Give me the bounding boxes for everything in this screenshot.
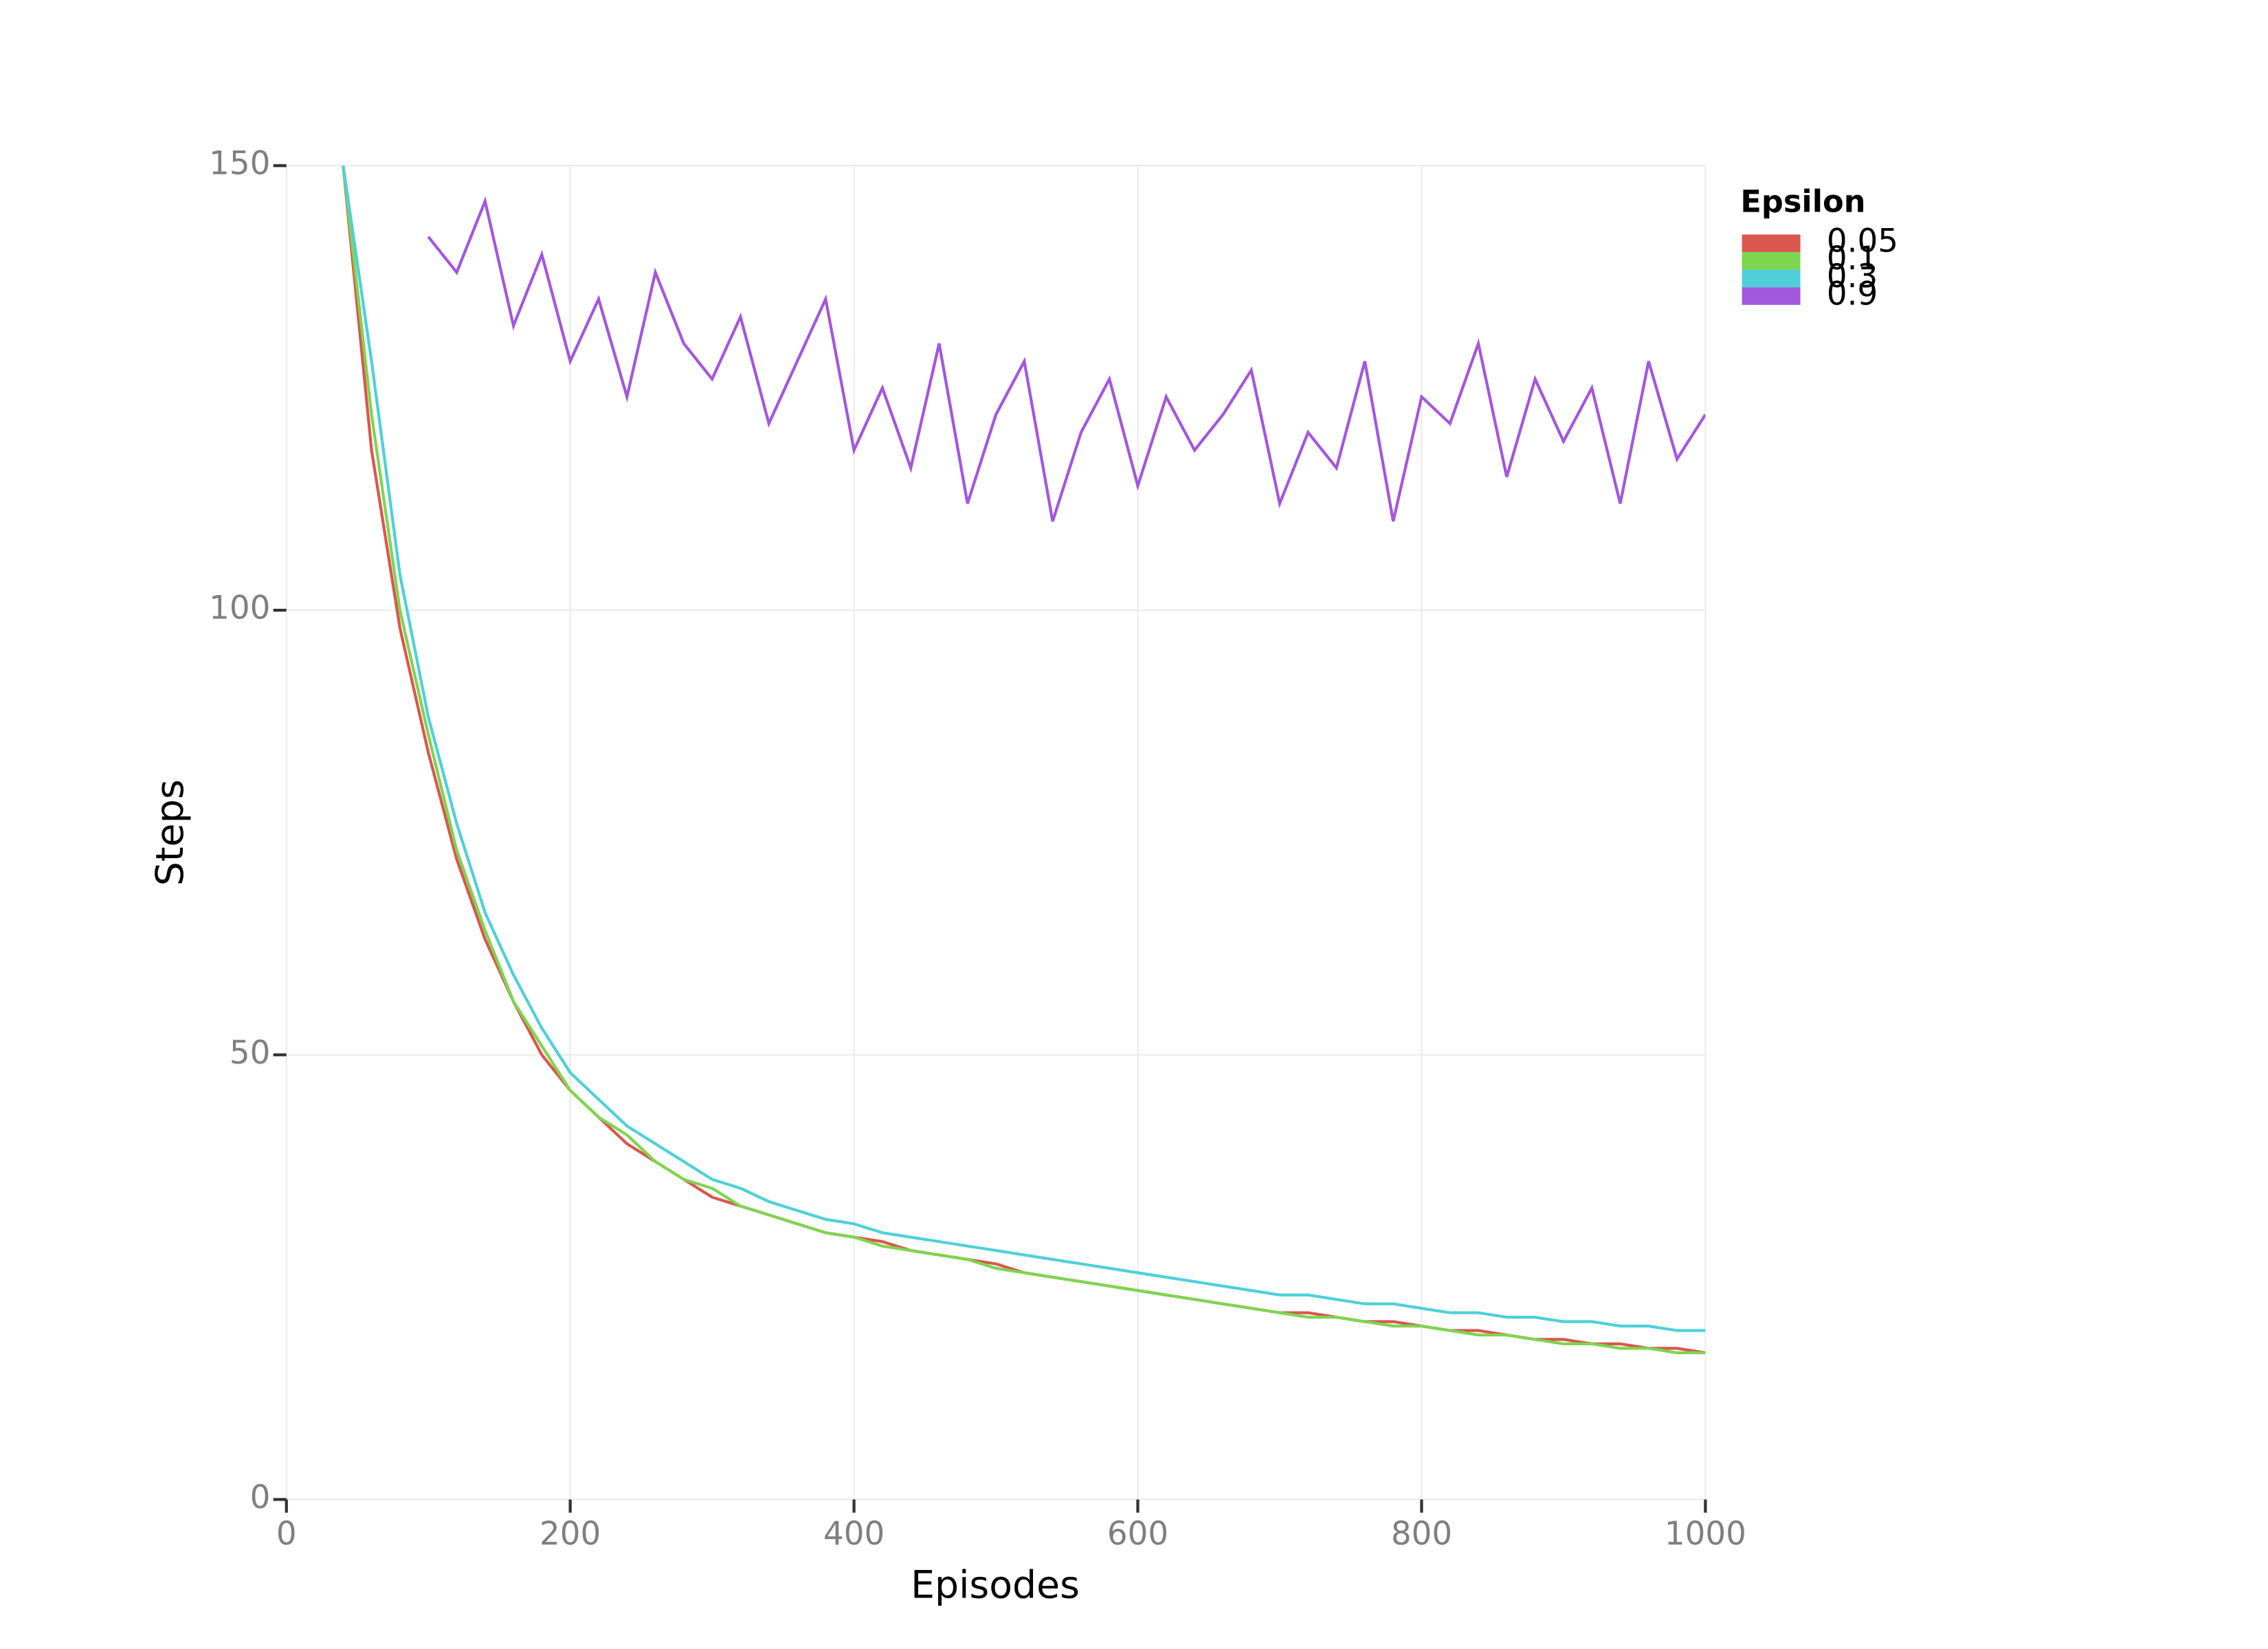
x-tick-label: 800: [1391, 1516, 1452, 1553]
y-tick-label: 50: [230, 1035, 271, 1072]
x-tick-label: 200: [540, 1516, 601, 1553]
series-line: [342, 166, 1706, 1354]
x-tick-label: 400: [823, 1516, 885, 1553]
y-tick-label: 0: [250, 1479, 271, 1516]
legend-swatch: [1742, 287, 1801, 305]
grid: [285, 165, 1706, 1501]
legend-label: 0.3: [1827, 258, 1878, 295]
legend-label: 0.1: [1827, 240, 1878, 278]
series-line: [342, 166, 1706, 1354]
legend-label: 0.9: [1827, 276, 1878, 313]
series-line: [427, 196, 1706, 522]
legend-swatch: [1742, 269, 1801, 288]
plot-area: [342, 166, 1706, 1354]
legend-swatch: [1742, 234, 1801, 252]
y-tick-label: 100: [209, 590, 270, 627]
legend-title: Epsilon: [1740, 183, 1865, 219]
axes: 0 50 100 150 0 200 400 600 800 1000 0.050.10.30.9: [209, 146, 1898, 1553]
y-tick-label: 150: [209, 146, 270, 183]
y-axis-title: Steps: [148, 779, 192, 886]
x-axis-title: Episodes: [911, 1563, 1080, 1607]
series-line: [342, 166, 1706, 1332]
x-tick-label: 600: [1107, 1516, 1168, 1553]
legend-label: 0.05: [1827, 223, 1898, 260]
x-tick-label: 1000: [1665, 1516, 1746, 1553]
legend-swatch: [1742, 251, 1801, 270]
x-tick-label: 0: [276, 1516, 297, 1553]
